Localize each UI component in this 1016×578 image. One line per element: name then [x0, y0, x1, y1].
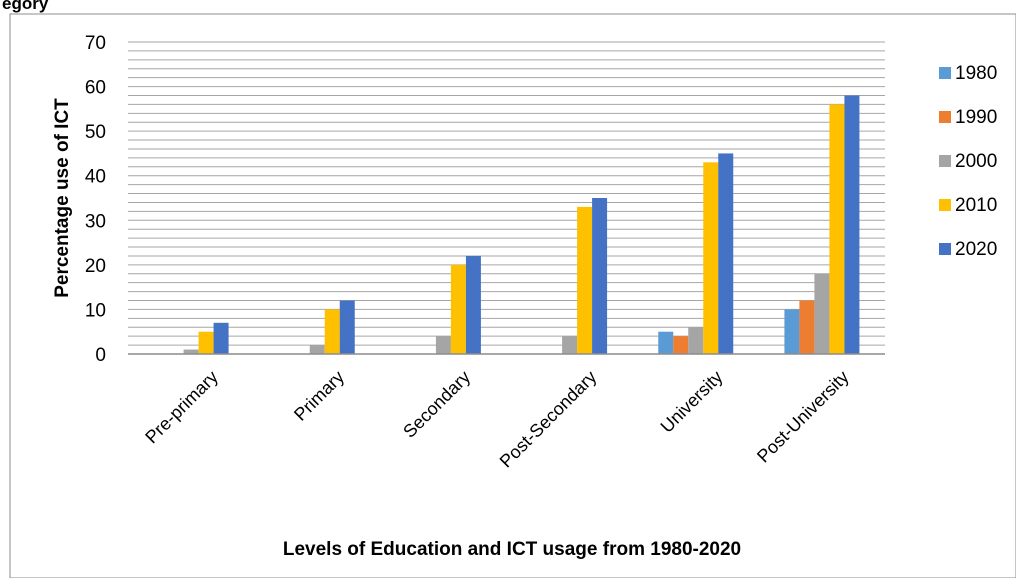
y-tick-label: 40 — [85, 167, 106, 188]
legend-swatch-1980 — [939, 67, 951, 79]
bar-2010-post-secondary — [577, 206, 593, 354]
legend-label-1990: 1990 — [955, 107, 997, 128]
bar-2020-university — [718, 153, 734, 354]
y-tick-label: 60 — [85, 78, 106, 99]
bar-2000-post-secondary — [562, 336, 578, 354]
y-tick-label: 50 — [85, 122, 106, 143]
bar-2000-pre-primary — [183, 349, 199, 354]
bar-2020-post-secondary — [592, 198, 608, 354]
bar-2020-post-university — [844, 95, 860, 354]
bar-2010-pre-primary — [198, 331, 214, 354]
bar-1980-university — [658, 331, 674, 354]
legend: 1980 1990 2000 2010 2020 — [939, 63, 997, 260]
bars — [183, 95, 860, 355]
legend-label-2000: 2000 — [955, 151, 997, 172]
y-tick-label: 30 — [85, 211, 106, 232]
legend-label-2020: 2020 — [955, 239, 997, 260]
x-axis-title: Levels of Education and ICT usage from 1… — [283, 539, 741, 560]
y-tick-labels: 0 10 20 30 40 50 60 70 — [85, 33, 106, 366]
bar-2010-university — [703, 162, 719, 354]
bar-2010-secondary — [450, 264, 466, 354]
y-axis-title: Percentage use of ICT — [52, 98, 73, 298]
bar-2010-post-university — [829, 104, 845, 355]
bar-2000-post-university — [814, 273, 830, 354]
bar-2000-university — [688, 327, 704, 354]
gridlines — [128, 41, 885, 355]
page-title-fragment: egory — [2, 0, 49, 13]
bar-1990-university — [673, 336, 689, 354]
y-tick-label: 70 — [85, 33, 106, 54]
bar-1990-post-university — [799, 300, 815, 354]
title-mask — [0, 0, 120, 13]
chart-frame — [9, 13, 1016, 578]
y-tick-label: 0 — [95, 345, 106, 366]
legend-swatch-2000 — [939, 155, 951, 167]
bar-2020-primary — [339, 300, 355, 354]
legend-swatch-2020 — [939, 243, 951, 255]
bar-2000-secondary — [435, 336, 451, 354]
bar-2020-secondary — [465, 255, 481, 354]
bar-2010-primary — [324, 309, 340, 354]
legend-label-1980: 1980 — [955, 63, 997, 84]
bar-2000-primary — [309, 345, 325, 354]
bar-2020-pre-primary — [213, 322, 229, 354]
bar-1980-post-university — [784, 309, 800, 354]
legend-swatch-2010 — [939, 199, 951, 211]
y-tick-label: 10 — [85, 300, 106, 321]
y-tick-label: 20 — [85, 256, 106, 277]
legend-label-2010: 2010 — [955, 195, 997, 216]
legend-swatch-1990 — [939, 111, 951, 123]
